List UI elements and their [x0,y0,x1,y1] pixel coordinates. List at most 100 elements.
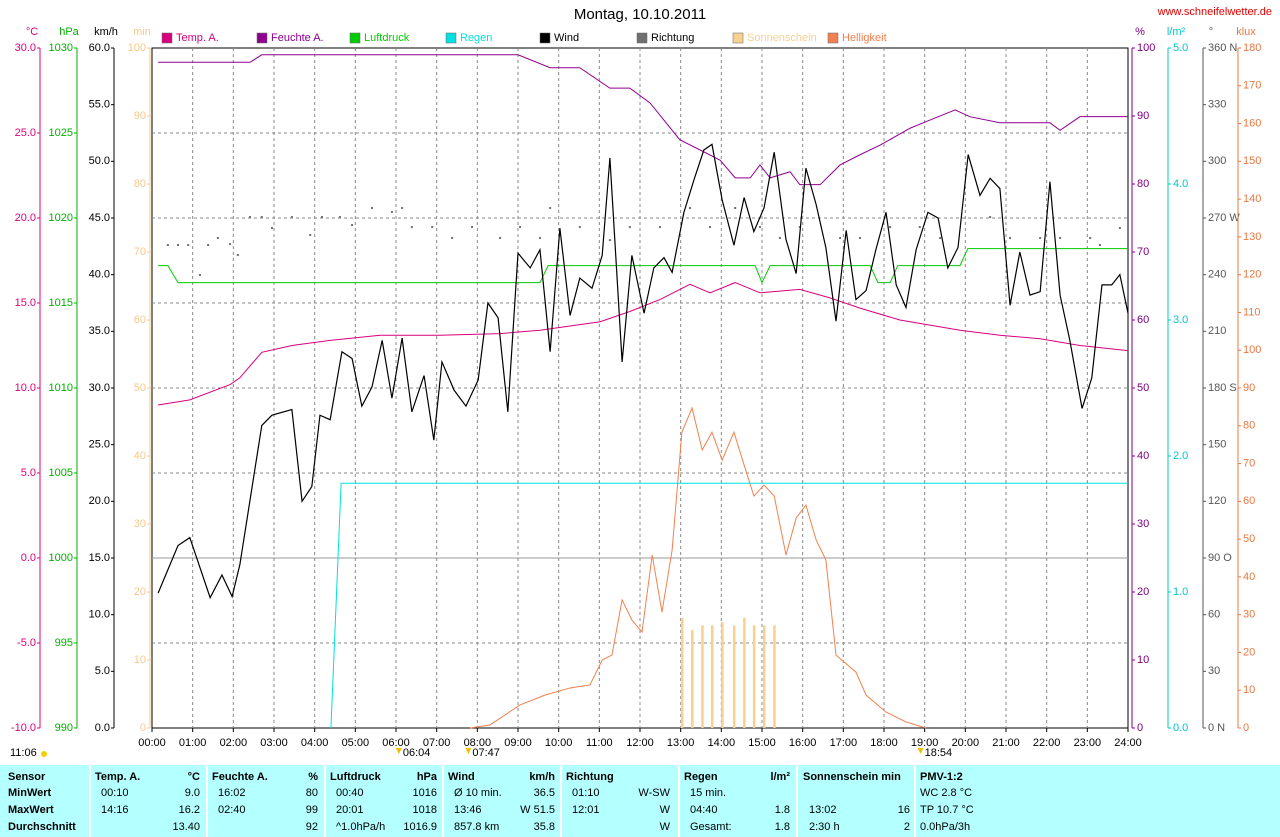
direction-dot [410,226,413,229]
legend-label: Sonnenschein [747,32,817,44]
y-tick-label: 90 [1137,110,1149,122]
axis-unit: klux [1236,26,1256,38]
direction-dot [918,226,921,229]
table-cell: 00:10 [101,787,129,799]
legend-label: Regen [460,32,492,44]
legend-swatch [445,32,457,44]
y-tick-label: 20 [1137,586,1149,598]
direction-dot [309,234,312,236]
y-tick-label: 50 [134,382,146,394]
table-cell: 01:10 [572,787,600,799]
x-tick-label: 17:00 [830,737,858,749]
y-tick-label: 60 [134,314,146,326]
table-cell: 15 min. [690,787,727,799]
series-line [157,143,1129,600]
column-separator [442,765,444,837]
chart-title: Montag, 10.10.2011 [574,6,706,23]
sunshine-bar [773,625,776,728]
y-tick-label: 40 [1243,571,1255,583]
direction-dot [758,226,761,229]
x-tick-label: 00:00 [138,737,166,749]
table-cell: 80 [305,787,318,799]
sunshine-bar [732,625,736,728]
y-tick-label: 110 [1243,306,1261,318]
y-tick-label: 20 [1243,646,1255,658]
table-cell: 1016.9 [403,821,437,833]
x-tick-label: 10:00 [545,737,573,749]
y-tick-label: 30.0 [89,382,110,394]
table-cell: Durchschnitt [8,821,76,833]
direction-dot [1039,237,1042,240]
y-tick-label: 120 [1208,495,1226,507]
table-cell: 20:01 [336,804,364,816]
x-tick-label: 03:00 [260,737,288,749]
table-cell: W [659,804,670,816]
sunshine-bar [680,617,684,728]
summary-table: Sensor Temp. A. °C Feuchte A.% Luftdruck hPa W… [0,765,1280,837]
table-cell: 1016 [412,787,437,799]
direction-dot [249,216,252,219]
column-separator [560,765,562,837]
annotation-label: 07:47 [472,747,500,759]
direction-dot [549,206,552,209]
direction-dot [166,244,169,247]
y-tick-label: 30 [1208,665,1220,677]
table-cell: km/h [529,771,555,783]
table-cell: 04:40 [690,804,718,816]
y-tick-label: 180 [1243,42,1261,54]
column-separator [796,765,798,837]
x-tick-label: 22:00 [1033,737,1061,749]
direction-dot [229,243,232,246]
y-tick-label: 995 [55,637,73,649]
y-tick-label: 60.0 [89,42,110,54]
direction-dot [839,237,842,240]
y-tick-label: 90 O [1208,552,1232,564]
x-tick-label: 16:00 [789,737,817,749]
table-cell: 2:30 h [809,821,840,833]
clock: 11:06 [10,747,37,759]
sunshine-bar [752,625,756,728]
y-tick-label: 1030 [49,42,73,54]
sun-marker [465,748,472,754]
direction-dot [471,226,474,229]
y-tick-label: 25.0 [15,127,36,139]
direction-dot [270,227,273,230]
y-tick-label: 60 [1137,314,1149,326]
y-tick-label: 25.0 [89,439,110,451]
axis-unit: km/h [94,26,118,38]
y-tick-label: 55.0 [89,99,110,111]
legend-label: Luftdruck [364,32,410,44]
direction-dot [628,226,631,229]
series-line [158,282,1129,406]
direction-dot [689,206,692,209]
y-tick-label: 20.0 [15,212,36,224]
direction-dot [320,216,323,219]
legend-label: Wind [554,32,579,44]
y-tick-label: 160 [1243,117,1261,129]
x-tick-label: 09:00 [504,737,532,749]
y-tick-label: 0 [140,722,146,734]
annotation-label: 06:04 [403,747,431,759]
x-tick-label: 21:00 [992,737,1020,749]
x-tick-label: 14:00 [708,737,736,749]
sun-marker [917,748,924,754]
y-tick-label: 1010 [49,382,73,394]
y-tick-label: 0.0 [95,722,110,734]
direction-dot [538,237,541,240]
y-tick-label: 10.0 [15,382,36,394]
y-tick-label: 60 [1208,609,1220,621]
x-tick-label: 20:00 [952,737,980,749]
table-cell: 0.0hPa/3h [920,821,971,833]
direction-dot [198,274,201,277]
y-tick-label: 0.0 [21,552,36,564]
y-tick-label: 0 N [1208,722,1225,734]
table-cell: MinWert [8,787,52,799]
table-cell: Luftdruck [330,771,381,783]
direction-dot [519,226,522,229]
direction-dot [939,237,942,240]
table-cell: Gesamt: [690,821,732,833]
y-tick-label: 90 [1243,382,1255,394]
table-cell: 1.8 [774,804,790,816]
x-tick-label: 04:00 [301,737,329,749]
table-cell: 13:02 [809,804,837,816]
